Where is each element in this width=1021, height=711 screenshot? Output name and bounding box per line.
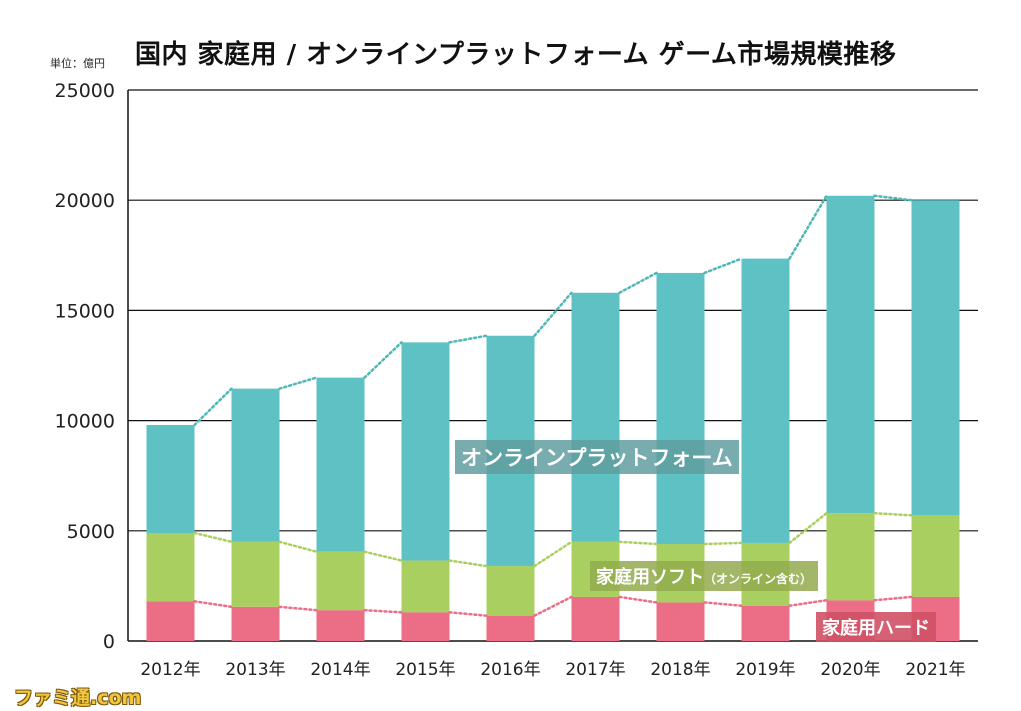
- x-tick-label-2012: 2012年: [140, 660, 200, 680]
- bar-online-2018: [656, 272, 705, 545]
- series-label-online: オンラインプラットフォーム: [455, 440, 739, 474]
- y-tick-label-5000: 5000: [67, 521, 115, 543]
- bar-online-2017: [571, 292, 620, 542]
- x-tick-label-2016: 2016年: [480, 660, 540, 680]
- y-tick-label-20000: 20000: [55, 190, 115, 212]
- bar-hard-2016: [486, 615, 535, 641]
- x-tick-label-2021: 2021年: [905, 660, 965, 680]
- x-tick-label-2014: 2014年: [310, 660, 370, 680]
- unit-label: 単位：億円: [50, 57, 105, 70]
- chart-title: 国内 家庭用 / オンラインプラットフォーム ゲーム市場規模推移: [135, 40, 897, 70]
- bar-hard-2013: [231, 606, 280, 641]
- bar-hard-2015: [401, 612, 450, 641]
- bar-online-2015: [401, 342, 450, 561]
- bar-online-2019: [741, 258, 790, 543]
- bar-soft-2015: [401, 560, 450, 613]
- x-tick-label-2015: 2015年: [395, 660, 455, 680]
- y-tick-label-10000: 10000: [55, 411, 115, 433]
- bar-soft-2020: [826, 513, 875, 601]
- bar-hard-2017: [571, 596, 620, 641]
- bar-soft-2013: [231, 541, 280, 607]
- x-tick-label-2018: 2018年: [650, 660, 710, 680]
- connector-soft: [193, 511, 913, 568]
- x-tick-label-2017: 2017年: [565, 660, 625, 680]
- series-label-soft-main: 家庭用ソフト: [596, 567, 704, 588]
- x-tick-label-2020: 2020年: [820, 660, 880, 680]
- connector-online: [193, 194, 913, 427]
- series-label-soft: 家庭用ソフト（オンライン含む）: [590, 561, 819, 591]
- series-label-hard: 家庭用ハード: [816, 612, 936, 642]
- bar-online-2012: [146, 425, 195, 534]
- bar-hard-2019: [741, 605, 790, 641]
- bar-online-2020: [826, 195, 875, 514]
- bar-soft-2021: [911, 515, 960, 597]
- bar-online-2013: [231, 388, 280, 542]
- y-tick-label-15000: 15000: [55, 300, 115, 322]
- bar-hard-2014: [316, 610, 365, 641]
- x-tick-label-2019: 2019年: [735, 660, 795, 680]
- connector-hard: [193, 595, 913, 617]
- series-label-soft-note: （オンライン含む）: [704, 572, 813, 586]
- bar-soft-2016: [486, 566, 535, 616]
- bar-soft-2014: [316, 551, 365, 611]
- bar-online-2014: [316, 377, 365, 552]
- watermark-logo: ファミ通.com: [14, 687, 142, 709]
- bar-online-2021: [911, 200, 960, 516]
- x-tick-label-2013: 2013年: [225, 660, 285, 680]
- y-tick-label-0: 0: [103, 631, 115, 653]
- bar-hard-2018: [656, 602, 705, 641]
- bar-soft-2012: [146, 533, 195, 602]
- y-tick-label-25000: 25000: [55, 80, 115, 102]
- bar-hard-2012: [146, 601, 195, 641]
